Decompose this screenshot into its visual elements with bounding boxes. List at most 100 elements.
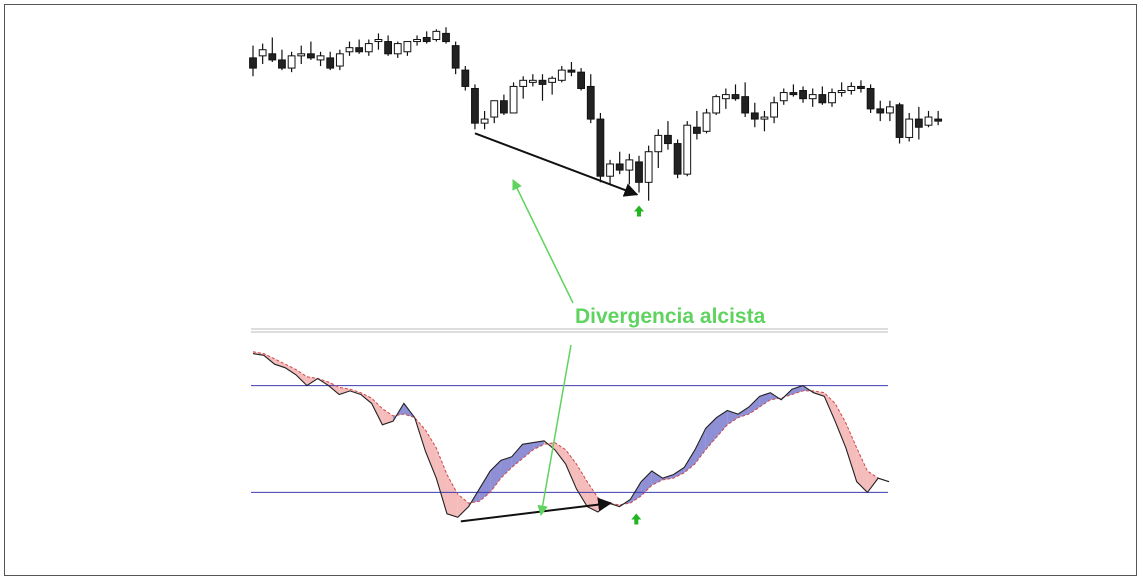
candle-body [480, 118, 489, 124]
candle [326, 51, 335, 71]
divergence-annotation-label: Divergencia alcista [575, 305, 766, 328]
candle [673, 139, 682, 179]
candle-body [760, 116, 769, 120]
candle [316, 51, 325, 67]
candle-body [741, 96, 750, 114]
candle [557, 66, 566, 83]
candle [422, 31, 431, 44]
candle [249, 45, 257, 77]
candle-body [799, 90, 807, 100]
candle [615, 151, 624, 175]
oscillator-fill-segment [835, 403, 846, 448]
candle [654, 129, 663, 169]
candle-body [818, 94, 827, 104]
candle-body [886, 106, 894, 114]
candle-body [451, 45, 460, 69]
oscillator-fill-segment [436, 447, 448, 514]
oscillator-fill-segment [425, 430, 437, 479]
oscillator-fill-segment [274, 358, 286, 368]
candle [548, 76, 557, 95]
oscillator-fill-segment [285, 364, 297, 375]
candle-body [413, 39, 421, 43]
candle-body [895, 104, 904, 138]
candle-body [355, 47, 364, 53]
candle-body [905, 118, 914, 138]
candle [490, 100, 499, 124]
candle-body [934, 118, 943, 122]
candle [828, 88, 836, 107]
candle-body [490, 100, 499, 118]
candle-body [471, 87, 479, 124]
candle-body [635, 161, 643, 183]
candle [268, 37, 277, 62]
candle-body [268, 53, 277, 61]
candle-body [297, 53, 306, 57]
candle [683, 121, 692, 177]
candle-body [750, 112, 759, 120]
oscillator-signal-arrow [631, 513, 642, 525]
candle [471, 84, 479, 130]
candle-body [548, 77, 557, 83]
oscillator-fill-segment [673, 467, 685, 479]
candle [500, 94, 508, 115]
candle-body [924, 116, 933, 126]
oscillator-fill-segment [296, 369, 307, 386]
oscillator-fill-segment [651, 471, 663, 486]
candle [702, 108, 711, 134]
oscillator-fill-segment [705, 417, 717, 450]
candle [258, 43, 267, 64]
candle-body [364, 43, 373, 53]
price-divergence-line [474, 132, 639, 197]
candle-body [914, 118, 923, 128]
candle-body [789, 92, 798, 96]
candle [355, 39, 364, 54]
candle [403, 41, 412, 56]
candle-body [374, 39, 383, 43]
candle-body [538, 79, 547, 85]
candle [876, 100, 885, 122]
candle-body [683, 124, 692, 175]
candle [644, 145, 653, 201]
candle [818, 86, 827, 105]
panel-separator [251, 328, 888, 333]
oscillator-signal-line [252, 351, 890, 506]
candle-body [403, 41, 412, 53]
candle-body [615, 163, 624, 171]
oscillator-fill-segment [684, 449, 695, 473]
candle-body [731, 94, 740, 100]
candle-body [249, 57, 257, 69]
candle [567, 61, 576, 77]
candle [528, 74, 537, 87]
candle-body [287, 55, 296, 69]
candle-body [335, 53, 344, 67]
chart-frame: Divergencia alcista [4, 4, 1137, 576]
candle-body [847, 85, 856, 92]
candle-body [442, 32, 450, 43]
annotation-layer: Divergencia alcista [512, 179, 766, 517]
candle [287, 51, 296, 73]
candle-body [422, 36, 431, 43]
candle-body [693, 126, 701, 134]
candle [712, 94, 721, 115]
candle [750, 102, 759, 128]
oscillator-fill-segment [371, 398, 383, 425]
candle [847, 82, 856, 95]
candle [857, 80, 865, 93]
candle-body [721, 94, 730, 100]
candle [509, 82, 518, 114]
candle-body [432, 30, 441, 41]
oscillator-fill-segment [565, 449, 577, 489]
candle [335, 49, 344, 71]
candle [721, 88, 730, 109]
candle [914, 106, 923, 140]
oscillator-fill-segment [694, 428, 706, 464]
candle-body [326, 57, 335, 69]
candle [297, 45, 306, 64]
oscillator-fill-segment [382, 408, 394, 425]
candle [432, 29, 441, 42]
candle-body [586, 85, 595, 120]
candle-body [654, 134, 663, 153]
candle-body [509, 85, 518, 114]
candle [779, 88, 788, 105]
candle [799, 86, 807, 103]
